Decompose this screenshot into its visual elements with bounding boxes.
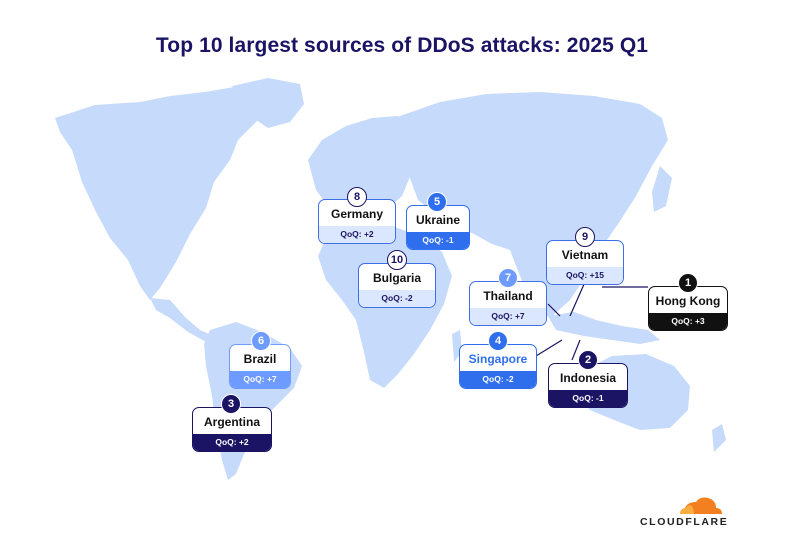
country-name: Argentina bbox=[203, 415, 260, 429]
connector-singapore bbox=[535, 339, 563, 357]
rank-badge-thailand: 7 bbox=[498, 268, 518, 288]
page-title: Top 10 largest sources of DDoS attacks: … bbox=[155, 34, 649, 57]
connector-indonesia bbox=[571, 339, 581, 361]
connector-thailand bbox=[547, 303, 561, 317]
qoq-change: QoQ: -1 bbox=[549, 390, 627, 407]
country-name: Thailand bbox=[483, 289, 533, 303]
rank-badge-argentina: 3 bbox=[221, 394, 241, 414]
country-name: Brazil bbox=[243, 352, 277, 366]
country-name: Vietnam bbox=[561, 248, 609, 262]
country-card-vietnam: Vietnam QoQ: +15 bbox=[546, 240, 624, 285]
country-name: Hong Kong bbox=[655, 294, 721, 308]
north-america bbox=[55, 86, 262, 300]
qoq-change: QoQ: +2 bbox=[319, 226, 395, 243]
rank-badge-indonesia: 2 bbox=[578, 350, 598, 370]
greenland bbox=[232, 78, 304, 128]
country-card-ukraine: Ukraine QoQ: -1 bbox=[406, 205, 470, 250]
qoq-change: QoQ: -2 bbox=[359, 290, 435, 307]
qoq-change: QoQ: +7 bbox=[230, 371, 290, 388]
country-name: Germany bbox=[330, 207, 384, 221]
rank-badge-hong-kong: 1 bbox=[678, 273, 698, 293]
country-card-indonesia: Indonesia QoQ: -1 bbox=[548, 363, 628, 408]
country-name: Indonesia bbox=[559, 371, 616, 385]
country-card-brazil: Brazil QoQ: +7 bbox=[229, 344, 291, 389]
qoq-change: QoQ: +15 bbox=[547, 267, 623, 284]
connector-vietnam bbox=[569, 281, 586, 317]
qoq-change: QoQ: -1 bbox=[407, 232, 469, 249]
country-name: Ukraine bbox=[415, 213, 461, 227]
country-card-argentina: Argentina QoQ: +2 bbox=[192, 407, 272, 452]
central-america bbox=[150, 298, 214, 342]
rank-badge-germany: 8 bbox=[347, 187, 367, 207]
country-name: Singapore bbox=[468, 352, 528, 366]
qoq-change: QoQ: +2 bbox=[193, 434, 271, 451]
country-card-hong-kong: Hong Kong QoQ: +3 bbox=[648, 286, 728, 331]
qoq-change: QoQ: +3 bbox=[649, 313, 727, 330]
rank-badge-singapore: 4 bbox=[488, 331, 508, 351]
new-zealand bbox=[712, 424, 726, 452]
qoq-change: QoQ: -2 bbox=[460, 371, 536, 388]
cloudflare-logo-icon bbox=[680, 497, 722, 514]
country-card-thailand: Thailand QoQ: +7 bbox=[469, 281, 547, 326]
rank-badge-bulgaria: 10 bbox=[387, 250, 407, 270]
rank-badge-vietnam: 9 bbox=[575, 227, 595, 247]
brand-wordmark: CLOUDFLARE bbox=[640, 516, 729, 528]
rank-badge-ukraine: 5 bbox=[427, 192, 447, 212]
rank-badge-brazil: 6 bbox=[251, 331, 271, 351]
country-card-singapore: Singapore QoQ: -2 bbox=[459, 344, 537, 389]
asia bbox=[400, 92, 668, 318]
europe bbox=[308, 116, 420, 214]
country-card-bulgaria: Bulgaria QoQ: -2 bbox=[358, 263, 436, 308]
sea-islands bbox=[548, 312, 660, 344]
japan bbox=[652, 166, 672, 212]
qoq-change: QoQ: +7 bbox=[470, 308, 546, 325]
country-name: Bulgaria bbox=[372, 271, 421, 285]
